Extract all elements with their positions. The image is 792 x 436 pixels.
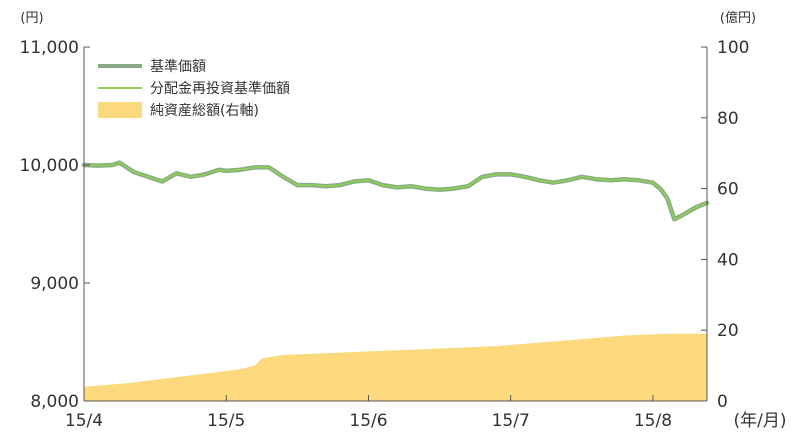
- right-tick-label: 40: [717, 250, 739, 270]
- legend-swatch-area: [98, 102, 142, 118]
- x-tick-label: 15/7: [492, 411, 530, 431]
- x-tick-label: 15/8: [634, 411, 672, 431]
- area-layer: [84, 333, 707, 401]
- reinvested-nav-line: [83, 161, 708, 221]
- right-tick-label: 100: [717, 38, 749, 58]
- legend-label: 分配金再投資基準価額: [150, 80, 290, 97]
- line-layer: [81, 160, 710, 222]
- x-axis-unit: (年/月): [734, 411, 787, 431]
- right-axis-unit: (億円): [720, 10, 756, 26]
- left-tick-label: 9,000: [30, 274, 79, 294]
- axes-layer: 8,000 9,000 10,000 11,000 0 20 40 60 80 100 15/4 15…: [20, 10, 787, 431]
- net-assets-area: [84, 333, 707, 401]
- left-tick-label: 11,000: [20, 38, 79, 58]
- left-axis-unit: (円): [20, 11, 43, 26]
- left-tick-label: 10,000: [20, 156, 79, 176]
- nav-line: [81, 160, 710, 222]
- right-tick-label: 20: [717, 321, 739, 341]
- left-tick-label: 8,000: [30, 392, 79, 412]
- right-tick-label: 60: [717, 180, 739, 200]
- x-tick-label: 15/5: [207, 411, 245, 431]
- legend-label: 基準価額: [150, 58, 206, 75]
- x-tick-label: 15/4: [65, 411, 103, 431]
- legend-label: 純資産総額(右軸): [150, 103, 259, 119]
- right-tick-label: 80: [717, 109, 739, 129]
- x-tick-label: 15/6: [349, 411, 387, 431]
- right-tick-label: 0: [717, 392, 728, 412]
